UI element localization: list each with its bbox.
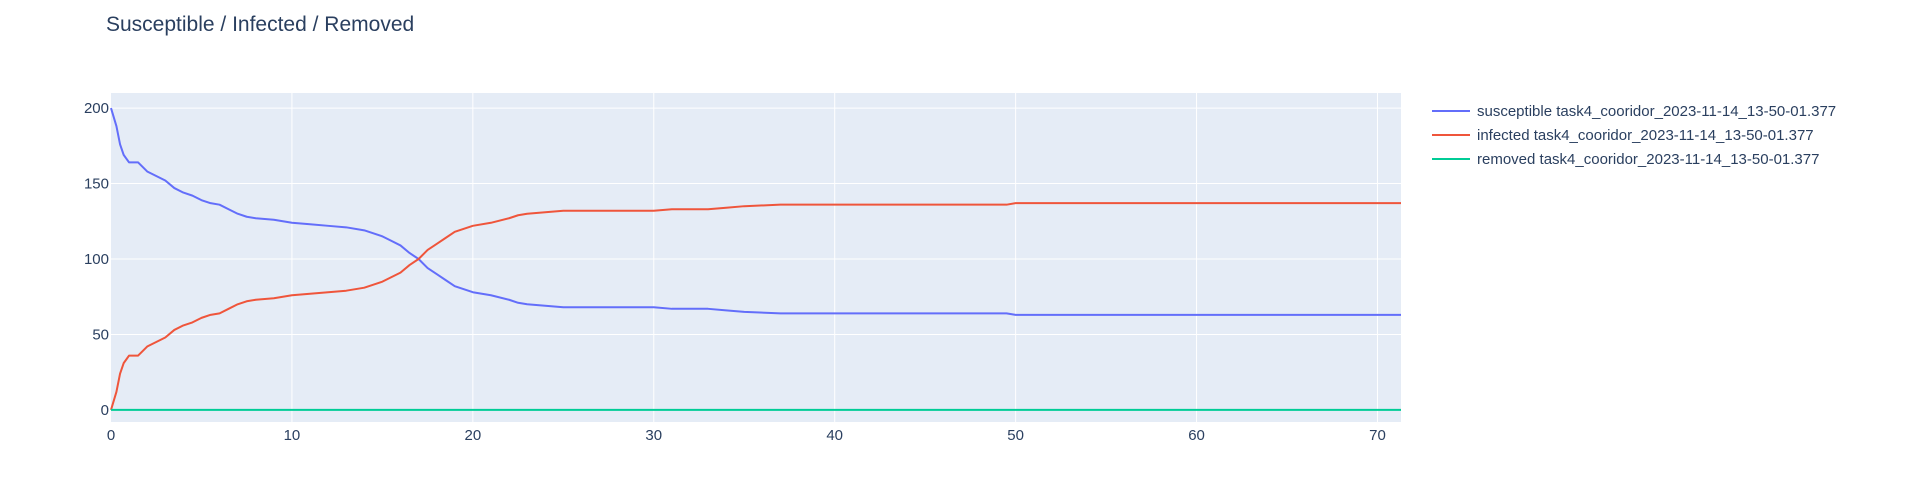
y-tick-label: 100 [84, 251, 109, 268]
x-tick-label: 20 [465, 427, 482, 444]
legend-item[interactable]: infected task4_cooridor_2023-11-14_13-50… [1432, 127, 1814, 144]
grid-lines [111, 93, 1401, 422]
legend-label: infected task4_cooridor_2023-11-14_13-50… [1477, 127, 1814, 144]
x-tick-label: 10 [284, 427, 301, 444]
series-line-0 [110, 107, 1401, 316]
series-line-1 [110, 202, 1401, 411]
legend-item[interactable]: susceptible task4_cooridor_2023-11-14_13… [1432, 103, 1836, 120]
x-tick-label: 70 [1369, 427, 1386, 444]
y-tick-label: 0 [101, 402, 109, 419]
x-tick-label: 30 [645, 427, 662, 444]
legend-label: removed task4_cooridor_2023-11-14_13-50-… [1477, 151, 1819, 168]
plot-area [111, 93, 1401, 422]
y-axis-ticks: 0 50 100 150 200 [84, 100, 109, 419]
x-tick-label: 60 [1188, 427, 1205, 444]
y-tick-label: 150 [84, 176, 109, 193]
x-tick-label: 40 [826, 427, 843, 444]
legend-item[interactable]: removed task4_cooridor_2023-11-14_13-50-… [1432, 151, 1819, 168]
y-tick-label: 50 [92, 326, 109, 343]
legend-label: susceptible task4_cooridor_2023-11-14_13… [1477, 103, 1836, 120]
legend[interactable]: susceptible task4_cooridor_2023-11-14_13… [1432, 103, 1836, 168]
y-tick-label: 200 [84, 100, 109, 117]
x-tick-label: 0 [107, 427, 115, 444]
chart-title: Susceptible / Infected / Removed [106, 13, 414, 36]
series-lines [110, 107, 1401, 411]
x-axis-ticks: 0 10 20 30 40 50 60 70 [107, 427, 1386, 444]
x-tick-label: 50 [1007, 427, 1024, 444]
